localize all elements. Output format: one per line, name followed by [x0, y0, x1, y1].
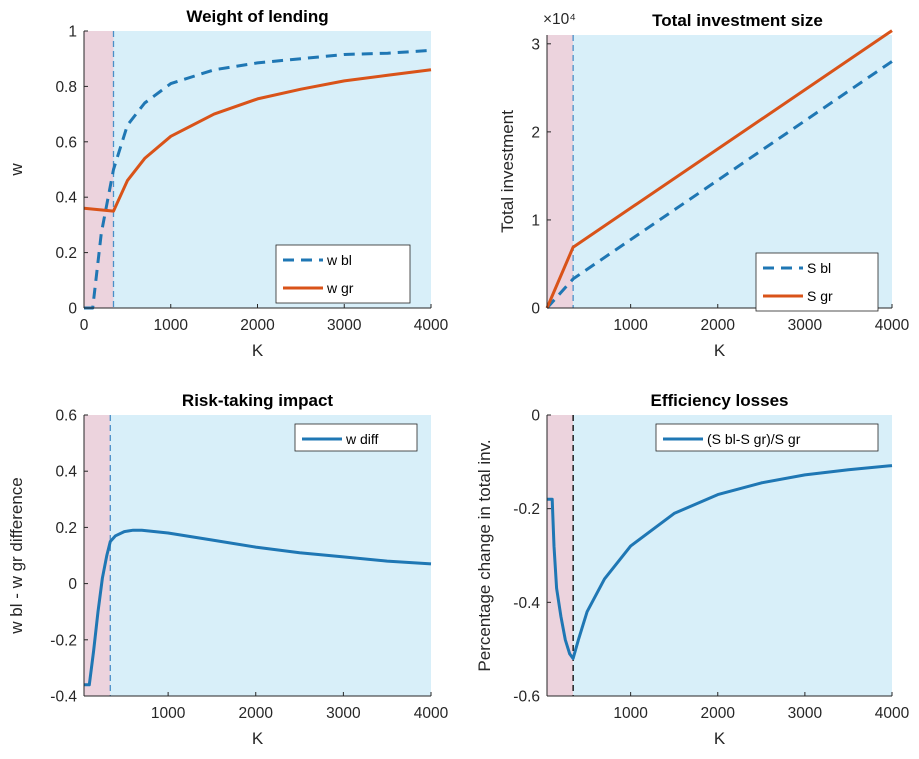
y-tick-label: 0 — [531, 301, 540, 318]
panel-risk-taking-impact: 1000 2000 3000 4000 -0.4 -0.2 0 0.2 0.4 0.6 Risk-t… — [7, 391, 449, 748]
y-tick-label: 0.4 — [55, 464, 77, 481]
y-tick-label: 0 — [68, 576, 77, 593]
chart-title: Risk-taking impact — [182, 391, 333, 410]
legend: S bl S gr — [755, 252, 879, 312]
legend-label: (S bl-S gr)/S gr — [707, 431, 801, 447]
x-tick-label: 4000 — [875, 705, 910, 722]
series-line-w-gr — [83, 68, 432, 213]
x-axis-label: K — [252, 341, 264, 360]
shaded-region-pink — [547, 35, 574, 308]
legend-box — [755, 252, 879, 312]
y-axis-label: w bl - w gr difference — [7, 477, 26, 635]
x-tick-label: 3000 — [327, 317, 362, 334]
y-tick-label: -0.2 — [50, 632, 77, 649]
x-tick-label: 2000 — [240, 317, 275, 334]
y-tick-label: 0 — [68, 301, 77, 318]
legend-label: w diff — [345, 431, 379, 447]
x-tick-label: 4000 — [414, 317, 449, 334]
y-tick-label: 0.6 — [55, 134, 77, 151]
x-tick-label: 2000 — [239, 705, 274, 722]
chart-title: Efficiency losses — [651, 391, 789, 410]
shaded-region-blue — [573, 415, 892, 696]
x-tick-label: 1000 — [151, 705, 186, 722]
legend-label: S bl — [807, 260, 831, 276]
legend-label: S gr — [807, 288, 833, 304]
series-line-w-diff — [84, 528, 432, 687]
series-line-s-gr — [545, 29, 893, 309]
x-axis-label: K — [252, 729, 264, 748]
series-line-w-bl — [84, 48, 432, 310]
shaded-region-blue — [110, 415, 432, 696]
y-tick-label: 0.4 — [55, 190, 77, 207]
x-tick-label: 3000 — [326, 705, 361, 722]
y-tick-label: 0 — [531, 408, 540, 425]
x-tick-label: 4000 — [414, 705, 449, 722]
x-tick-label: 2000 — [701, 317, 736, 334]
x-axis-label: K — [714, 729, 726, 748]
exponent-label: ×10⁴ — [543, 11, 576, 28]
x-axis-label: K — [714, 341, 726, 360]
y-tick-label: -0.4 — [50, 689, 77, 706]
x-tick-label: 3000 — [788, 317, 823, 334]
x-tick-label: 1000 — [154, 317, 189, 334]
y-tick-label: 1 — [68, 24, 77, 41]
legend: w bl w gr — [275, 244, 411, 304]
panel-weight-of-lending: 0 1000 2000 3000 4000 0 0.2 0.4 0.6 0.8 1 Weight of… — [7, 7, 449, 360]
y-tick-label: 3 — [531, 36, 540, 53]
y-tick-label: 0.8 — [55, 79, 77, 96]
chart-title: Total investment size — [652, 11, 823, 30]
y-tick-label: 0.2 — [55, 245, 77, 262]
legend-box — [294, 423, 418, 452]
y-tick-label: -0.6 — [513, 689, 540, 706]
x-tick-label: 2000 — [701, 705, 736, 722]
x-tick-label: 0 — [80, 317, 89, 334]
legend: (S bl-S gr)/S gr — [655, 423, 879, 452]
x-tick-label: 4000 — [875, 317, 910, 334]
chart-title: Weight of lending — [186, 7, 328, 26]
y-tick-label: 2 — [531, 124, 540, 141]
legend-box — [275, 244, 411, 304]
y-tick-label: 0.2 — [55, 520, 77, 537]
y-tick-label: 1 — [531, 212, 540, 229]
series-line--s-bl-s-gr-s-gr — [547, 464, 893, 660]
y-axis-label: Percentage change in total inv. — [475, 439, 494, 671]
legend-label: w gr — [326, 280, 354, 296]
legend: w diff — [294, 423, 418, 452]
panel-efficiency-losses: 1000 2000 3000 4000 -0.6 -0.4 -0.2 0 Efficiency … — [475, 391, 910, 748]
shaded-region-pink — [84, 31, 114, 308]
y-tick-label: -0.2 — [513, 501, 540, 518]
x-tick-label: 3000 — [788, 705, 823, 722]
series-line-s-bl — [545, 60, 893, 310]
panel-total-investment-size: 1000 2000 3000 4000 0 1 2 3 Total investment siz… — [498, 11, 910, 360]
x-tick-label: 1000 — [613, 705, 648, 722]
y-tick-label: -0.4 — [513, 595, 540, 612]
legend-label: w bl — [326, 252, 352, 268]
y-axis-label: Total investment — [498, 110, 517, 233]
y-tick-label: 0.6 — [55, 408, 77, 425]
x-tick-label: 1000 — [613, 317, 648, 334]
y-axis-label: w — [7, 163, 26, 177]
